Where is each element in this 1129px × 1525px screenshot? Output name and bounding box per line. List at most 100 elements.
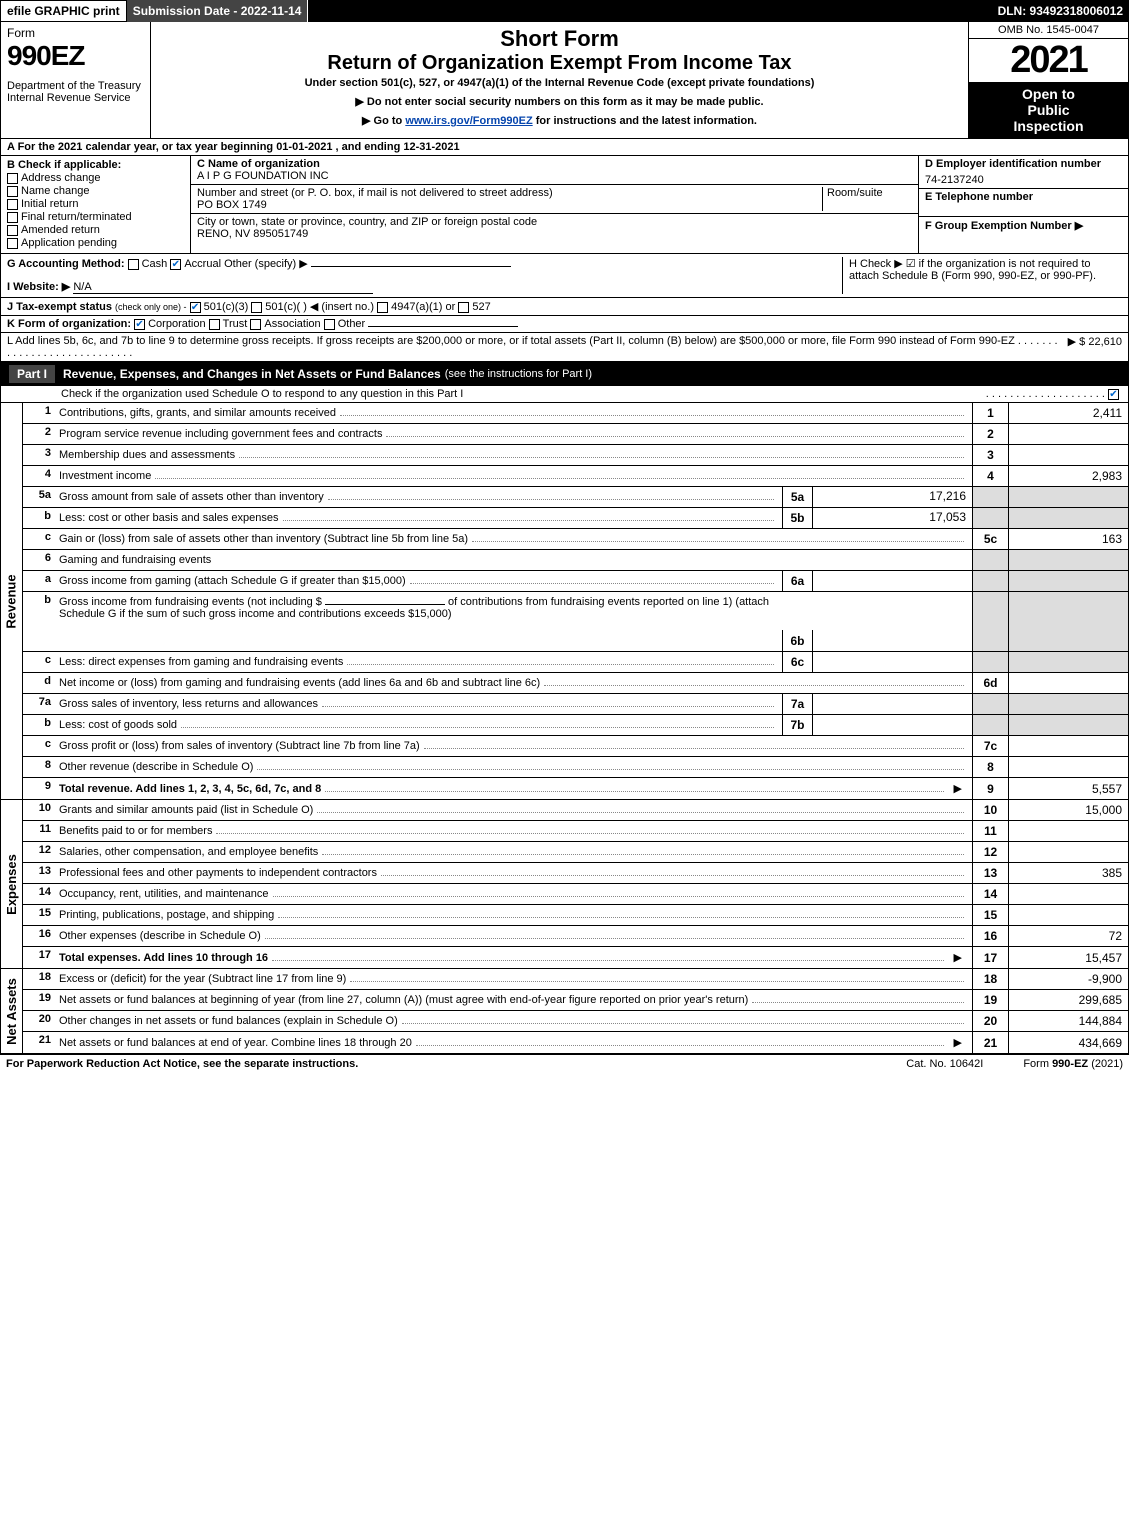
line-7a: 7a Gross sales of inventory, less return… — [23, 694, 1128, 715]
short-form-title: Short Form — [157, 26, 962, 52]
line-desc: Benefits paid to or for members — [55, 821, 972, 841]
chk-amended-return[interactable] — [7, 225, 18, 236]
line-num: c — [23, 736, 55, 756]
sub-num: 5a — [782, 487, 812, 507]
line-colnum: 12 — [972, 842, 1008, 862]
chk-final-return[interactable] — [7, 212, 18, 223]
line-colnum: 14 — [972, 884, 1008, 904]
chk-4947[interactable] — [377, 302, 388, 313]
line-16: 16 Other expenses (describe in Schedule … — [23, 926, 1128, 947]
line-value: 15,000 — [1008, 800, 1128, 820]
goto-post: for instructions and the latest informat… — [533, 115, 757, 127]
chk-schedule-o-part1[interactable] — [1108, 389, 1119, 400]
chk-address-change[interactable] — [7, 173, 18, 184]
line-num: 5a — [23, 487, 55, 507]
b-label: B Check if applicable: — [7, 159, 184, 171]
line-num: 19 — [23, 990, 55, 1010]
line-colnum: 18 — [972, 969, 1008, 989]
chk-other-org[interactable] — [324, 319, 335, 330]
chk-accrual[interactable] — [170, 259, 181, 270]
header: Form 990EZ Department of the Treasury In… — [0, 22, 1129, 139]
chk-trust[interactable] — [209, 319, 220, 330]
line-4: 4 Investment income 4 2,983 — [23, 466, 1128, 487]
line-7c: c Gross profit or (loss) from sales of i… — [23, 736, 1128, 757]
other-method-input[interactable] — [311, 266, 511, 267]
line-value — [1008, 487, 1128, 507]
sub-val — [812, 652, 972, 672]
line-num: 16 — [23, 926, 55, 946]
line-desc: Net assets or fund balances at beginning… — [55, 990, 972, 1010]
expenses-vlabel: Expenses — [1, 800, 23, 968]
line-10: 10 Grants and similar amounts paid (list… — [23, 800, 1128, 821]
chk-association[interactable] — [250, 319, 261, 330]
chk-501c[interactable] — [251, 302, 262, 313]
line-19: 19 Net assets or fund balances at beginn… — [23, 990, 1128, 1011]
footer-paperwork: For Paperwork Reduction Act Notice, see … — [6, 1058, 866, 1070]
lbl-accrual: Accrual — [184, 258, 221, 270]
part-1-title: Revenue, Expenses, and Changes in Net As… — [63, 367, 441, 381]
line-desc: Salaries, other compensation, and employ… — [55, 842, 972, 862]
sub-num: 7a — [782, 694, 812, 714]
irs-link[interactable]: www.irs.gov/Form990EZ — [405, 115, 532, 127]
line-value — [1008, 652, 1128, 672]
line-value: 72 — [1008, 926, 1128, 946]
line-desc: Gross income from gaming (attach Schedul… — [55, 571, 782, 591]
sub-num: 5b — [782, 508, 812, 528]
line-colnum: 4 — [972, 466, 1008, 486]
line-value — [1008, 905, 1128, 925]
d-ein-value: 74-2137240 — [919, 172, 1128, 189]
sub-num: 6a — [782, 571, 812, 591]
chk-501c3[interactable] — [190, 302, 201, 313]
under-section: Under section 501(c), 527, or 4947(a)(1)… — [157, 77, 962, 89]
line-colnum: 11 — [972, 821, 1008, 841]
chk-527[interactable] — [458, 302, 469, 313]
revenue-vlabel: Revenue — [1, 403, 23, 799]
lbl-other-org: Other — [338, 318, 366, 330]
line-desc: Grants and similar amounts paid (list in… — [55, 800, 972, 820]
line-colnum: 9 — [972, 778, 1008, 799]
open-public-inspection: Open to Public Inspection — [969, 82, 1128, 138]
line-6a: a Gross income from gaming (attach Sched… — [23, 571, 1128, 592]
submission-date: Submission Date - 2022-11-14 — [127, 0, 309, 22]
line-num: 18 — [23, 969, 55, 989]
l-text: L Add lines 5b, 6c, and 7b to line 9 to … — [7, 335, 1015, 347]
lbl-527: 527 — [472, 301, 490, 313]
lbl-application-pending: Application pending — [21, 237, 117, 249]
line-num: 7a — [23, 694, 55, 714]
line-desc: Less: cost of goods sold — [55, 715, 782, 735]
form-number: 990EZ — [7, 40, 144, 72]
line-num: 10 — [23, 800, 55, 820]
line-colnum: 5c — [972, 529, 1008, 549]
line-value — [1008, 508, 1128, 528]
chk-name-change[interactable] — [7, 186, 18, 197]
chk-initial-return[interactable] — [7, 199, 18, 210]
line-desc: Gross sales of inventory, less returns a… — [55, 694, 782, 714]
section-b: B Check if applicable: Address change Na… — [1, 156, 191, 253]
line-colnum: 21 — [972, 1032, 1008, 1053]
line-desc: Other revenue (describe in Schedule O) — [55, 757, 972, 777]
sub-val: 17,053 — [812, 508, 972, 528]
line-desc: Contributions, gifts, grants, and simila… — [55, 403, 972, 423]
line-desc: Excess or (deficit) for the year (Subtra… — [55, 969, 972, 989]
lbl-amended-return: Amended return — [21, 224, 100, 236]
line-7b: b Less: cost of goods sold 7b — [23, 715, 1128, 736]
part-1-note-text: Check if the organization used Schedule … — [61, 388, 463, 400]
open-line3: Inspection — [971, 118, 1126, 134]
line-colnum — [972, 487, 1008, 507]
netassets-section: Net Assets 18 Excess or (deficit) for th… — [0, 969, 1129, 1054]
lbl-501c3: 501(c)(3) — [204, 301, 249, 313]
chk-application-pending[interactable] — [7, 238, 18, 249]
line-colnum: 10 — [972, 800, 1008, 820]
line-desc: Program service revenue including govern… — [55, 424, 972, 444]
line-colnum: 8 — [972, 757, 1008, 777]
e-tel-label: E Telephone number — [919, 189, 1128, 217]
line-num: 9 — [23, 778, 55, 799]
efile-print-button[interactable]: efile GRAPHIC print — [0, 0, 127, 22]
line-value — [1008, 842, 1128, 862]
other-org-input[interactable] — [368, 326, 518, 327]
chk-cash[interactable] — [128, 259, 139, 270]
line-colnum — [972, 694, 1008, 714]
chk-corporation[interactable] — [134, 319, 145, 330]
line-desc: Investment income — [55, 466, 972, 486]
row-l: L Add lines 5b, 6c, and 7b to line 9 to … — [0, 333, 1129, 362]
